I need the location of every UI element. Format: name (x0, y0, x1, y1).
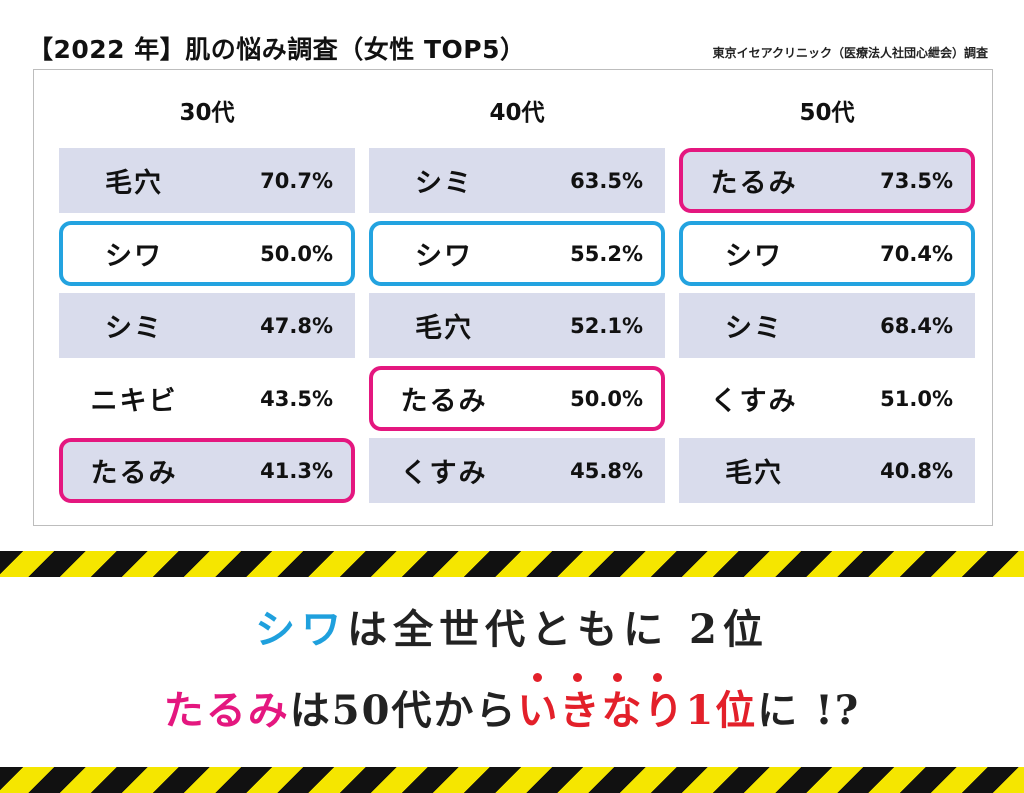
table-row: シワ 70.4% (679, 221, 975, 286)
concern-name: 毛穴 (725, 458, 783, 489)
concern-name: くすみ (710, 386, 798, 417)
column-40s: 40代シミ 63.5% シワ 55.2% 毛穴 52.1% たるみ 50.0% くすみ 45.8% (369, 70, 665, 525)
concern-percentage: 41.3% (260, 458, 333, 483)
concern-name: ニキビ (90, 386, 178, 417)
table-row: シミ 47.8% (59, 293, 355, 358)
concern-percentage: 55.2% (570, 241, 643, 266)
concern-name: たるみ (90, 458, 178, 489)
caption-emphasis: いきなり1位 (517, 673, 758, 734)
column-30s: 30代毛穴 70.7% シワ 50.0% シミ 47.8% ニキビ 43.5% たるみ 41.3% (59, 70, 355, 525)
hazard-stripe-top (0, 551, 1024, 577)
caption-highlight-wrinkle: シワ (255, 606, 348, 653)
caption-line-2-end: に !? (757, 687, 861, 734)
concern-name: 毛穴 (105, 168, 163, 199)
concern-name: シワ (105, 241, 163, 272)
table-row: 毛穴 52.1% (369, 293, 665, 358)
concern-name: たるみ (400, 386, 488, 417)
concern-percentage: 73.5% (880, 168, 953, 193)
concern-name: シミ (105, 313, 163, 344)
caption-emphasis-text: いきなり1位 (517, 687, 758, 734)
table-row: シワ 50.0% (59, 221, 355, 286)
concern-percentage: 50.0% (260, 241, 333, 266)
concern-name: シミ (415, 168, 473, 199)
concern-percentage: 43.5% (260, 386, 333, 411)
caption-line-1: シワは全世代ともに 2位 (0, 597, 1024, 655)
concern-name: シミ (725, 313, 783, 344)
caption-line-1-text: は全世代ともに 2位 (347, 606, 769, 653)
table-row: くすみ 51.0% (679, 366, 975, 431)
source-note: 東京イセアクリニック（医療法人社団心紲会）調査 (712, 46, 988, 60)
table-row: くすみ 45.8% (369, 438, 665, 503)
table-row: シワ 55.2% (369, 221, 665, 286)
table-row: たるみ 41.3% (59, 438, 355, 503)
caption-line-2: たるみは50代から いきなり1位に !? (0, 673, 1024, 736)
concern-percentage: 70.7% (260, 168, 333, 193)
concern-percentage: 45.8% (570, 458, 643, 483)
concern-percentage: 52.1% (570, 313, 643, 338)
table-row: たるみ 50.0% (369, 366, 665, 431)
chart-title: 【2022 年】肌の悩み調査（女性 TOP5） (28, 35, 526, 64)
concern-name: シワ (415, 241, 473, 272)
table-row: たるみ 73.5% (679, 148, 975, 213)
emphasis-dots (517, 673, 757, 682)
concern-percentage: 51.0% (880, 386, 953, 411)
column-50s: 50代たるみ 73.5% シワ 70.4% シミ 68.4% くすみ 51.0% 毛穴 40.8% (679, 70, 975, 525)
table-row: 毛穴 70.7% (59, 148, 355, 213)
caption-line-2-mid: は50代から (289, 687, 518, 734)
column-header: 40代 (489, 100, 545, 126)
column-header: 30代 (179, 100, 235, 126)
column-header: 50代 (799, 100, 855, 126)
concern-name: たるみ (710, 168, 798, 199)
table-row: シミ 63.5% (369, 148, 665, 213)
hazard-stripe-bottom (0, 767, 1024, 793)
concern-name: シワ (725, 241, 783, 272)
concern-percentage: 40.8% (880, 458, 953, 483)
concern-name: 毛穴 (415, 313, 473, 344)
concern-percentage: 70.4% (880, 241, 953, 266)
table-row: 毛穴 40.8% (679, 438, 975, 503)
table-row: シミ 68.4% (679, 293, 975, 358)
concern-percentage: 68.4% (880, 313, 953, 338)
concern-percentage: 50.0% (570, 386, 643, 411)
concern-percentage: 47.8% (260, 313, 333, 338)
concern-name: くすみ (400, 458, 488, 489)
concern-percentage: 63.5% (570, 168, 643, 193)
table-row: ニキビ 43.5% (59, 366, 355, 431)
ranking-table: 30代毛穴 70.7% シワ 50.0% シミ 47.8% ニキビ 43.5% たるみ 41.3%… (33, 69, 993, 526)
caption-highlight-sagging: たるみ (163, 687, 290, 734)
